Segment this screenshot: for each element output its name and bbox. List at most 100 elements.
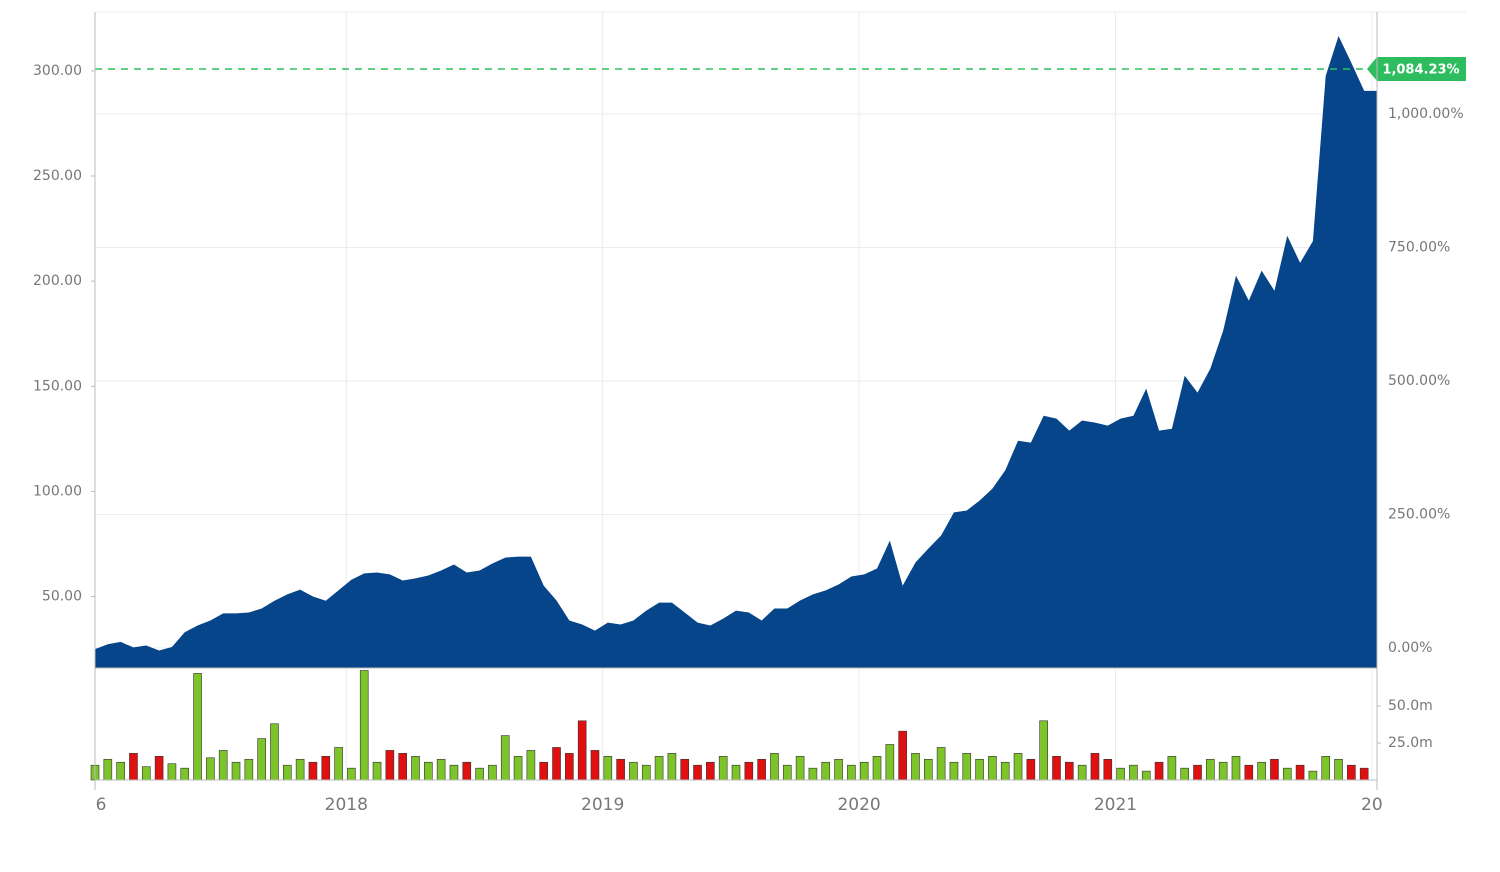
- volume-bar: [1013, 753, 1023, 781]
- volume-bar: [1103, 758, 1113, 781]
- volume-bar: [718, 756, 728, 781]
- volume-bar: [500, 735, 510, 781]
- y2-tick-label: 0.00%: [1388, 640, 1432, 656]
- volume-bar: [244, 758, 254, 781]
- volume-bar: [1347, 764, 1356, 781]
- volume-bar: [1231, 756, 1241, 781]
- volume-bar: [411, 756, 420, 781]
- volume-bar: [616, 758, 625, 781]
- volume-bar: [1359, 767, 1369, 781]
- volume-bar: [795, 756, 805, 781]
- volume-bar: [693, 764, 702, 781]
- volume-bar: [847, 764, 856, 781]
- volume-bar: [1129, 764, 1138, 781]
- volume-bar: [872, 756, 882, 781]
- volume-bar: [154, 756, 164, 781]
- volume-bar: [1052, 756, 1061, 781]
- x-tick-label: 20: [1361, 795, 1383, 815]
- volume-bar: [449, 764, 459, 781]
- volume-bar: [936, 747, 946, 781]
- volume-bar: [1154, 761, 1164, 781]
- volume-bar: [667, 753, 677, 781]
- volume-bar: [488, 764, 497, 781]
- x-tick-label: 2018: [325, 795, 368, 815]
- y2-tick-label: 500.00%: [1388, 373, 1450, 389]
- volume-bar: [898, 730, 907, 781]
- volume-bar: [282, 764, 292, 781]
- price-area: [95, 35, 1377, 668]
- volume-bar: [680, 758, 690, 781]
- volume-bar: [782, 764, 792, 781]
- volume-bar: [141, 766, 151, 781]
- volume-bar: [1308, 770, 1318, 781]
- volume-bar: [1026, 758, 1036, 781]
- volume-bar: [1039, 720, 1048, 781]
- volume-bar: [334, 747, 343, 781]
- volume-bar: [424, 761, 433, 781]
- volume-bar: [526, 750, 536, 781]
- volume-tick-label: 50.0m: [1388, 698, 1433, 714]
- volume-bar: [193, 673, 202, 781]
- volume-bar: [372, 761, 382, 781]
- volume-bar: [565, 753, 574, 781]
- y-tick-label: 50.00: [42, 589, 82, 605]
- volume-bar: [103, 758, 113, 781]
- volume-bar: [1295, 764, 1305, 781]
- volume-bar: [821, 761, 831, 781]
- volume-bar: [116, 761, 125, 781]
- volume-bar: [1141, 770, 1151, 781]
- volume-bar: [757, 758, 766, 781]
- volume-bar: [834, 758, 843, 781]
- volume-bar: [1193, 764, 1202, 781]
- volume-bar: [1206, 758, 1215, 781]
- volume-bar: [577, 720, 587, 781]
- x-tick-label: 2019: [581, 795, 624, 815]
- volume-bar: [770, 753, 779, 781]
- y2-tick-label: 750.00%: [1388, 239, 1450, 255]
- volume-bar: [731, 764, 741, 781]
- volume-bar: [218, 750, 228, 781]
- volume-bar: [206, 757, 215, 781]
- volume-bar: [347, 767, 356, 781]
- volume-bar: [654, 756, 664, 781]
- volume-bar: [180, 767, 190, 781]
- volume-bar: [744, 761, 754, 781]
- volume-bar: [513, 756, 523, 781]
- volume-bar: [603, 756, 613, 781]
- volume-bar: [1321, 756, 1331, 781]
- y-tick-label: 100.00: [33, 483, 82, 499]
- volume-bar: [1116, 767, 1125, 781]
- volume-bar: [398, 753, 407, 781]
- volume-bar: [808, 767, 818, 781]
- volume-bar: [539, 761, 549, 781]
- volume-bar: [1218, 761, 1228, 781]
- volume-bar: [308, 761, 318, 781]
- volume-bar: [641, 764, 651, 781]
- volume-bar: [321, 756, 331, 781]
- reference-label: 1,084.23%: [1382, 63, 1459, 78]
- volume-bar: [436, 758, 446, 781]
- volume-bar: [1334, 758, 1343, 781]
- volume-bar: [962, 753, 972, 781]
- volume-bar: [859, 761, 869, 781]
- volume-bar: [885, 744, 895, 781]
- y-tick-label: 200.00: [33, 273, 82, 289]
- x-tick-label: 6: [96, 795, 107, 815]
- volume-bar: [1065, 761, 1074, 781]
- volume-bar: [270, 723, 279, 781]
- volume-bar: [129, 753, 138, 781]
- volume-bar: [167, 763, 177, 781]
- volume-bar: [988, 756, 997, 781]
- x-tick-label: 2020: [837, 795, 880, 815]
- y2-tick-label: 250.00%: [1388, 506, 1450, 522]
- volume-bar: [359, 670, 369, 781]
- volume-bar: [475, 767, 484, 781]
- reference-badge: [1367, 57, 1466, 82]
- volume-bar: [1257, 761, 1266, 781]
- x-tick-label: 2021: [1094, 795, 1137, 815]
- volume-bar: [385, 750, 395, 781]
- volume-bar: [590, 750, 600, 781]
- volume-bar: [462, 761, 472, 781]
- volume-bar: [257, 738, 266, 781]
